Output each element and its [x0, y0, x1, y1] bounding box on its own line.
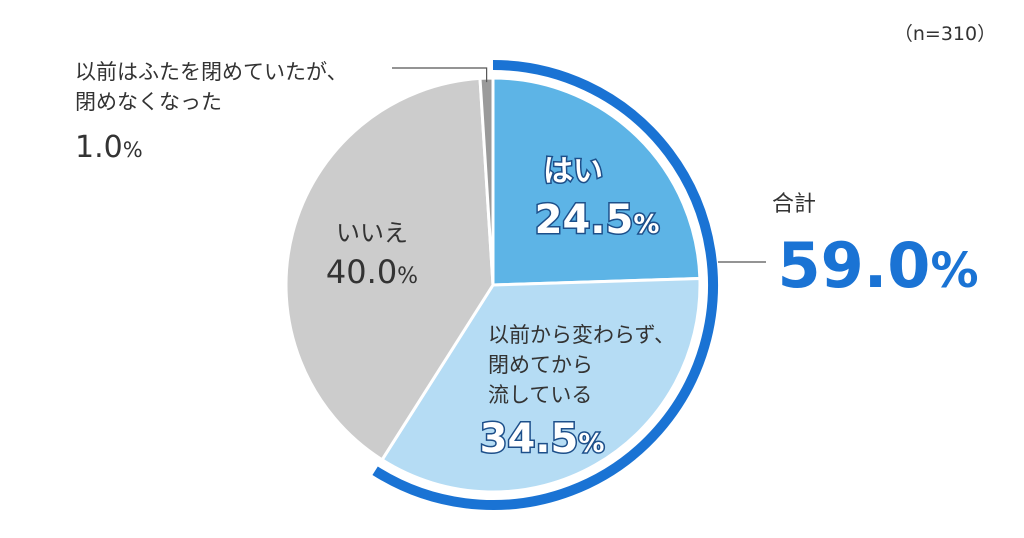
- leader-lines: [392, 67, 766, 263]
- slice-label-closed-before-line2: 閉めてから: [488, 353, 593, 377]
- total-value: 59.0%: [777, 229, 978, 302]
- slice-yes: [491, 76, 702, 287]
- slice-no: [284, 76, 495, 462]
- slice-closed-before: [380, 276, 702, 494]
- slice-label-closed-before-line1: 以前から変わらず、: [488, 323, 675, 347]
- total-highlight-ring: [372, 60, 718, 510]
- slice-label-stopped-closing-line2: 閉めなくなった: [75, 90, 222, 114]
- leader-line-stopped-closing: [392, 67, 488, 83]
- slice-value-closed-before: 34.5%: [480, 416, 605, 462]
- slice-label-closed-before: 以前から変わらず、 閉めてから 流している: [488, 323, 682, 407]
- slice-value-closed-before-sign: %: [578, 429, 604, 459]
- slice-value-closed-before-number: 34.5: [480, 416, 579, 462]
- slice-label-stopped-closing-line1: 以前はふたを閉めていたが、: [75, 60, 348, 84]
- slice-value-no-number: 40.0: [326, 253, 397, 291]
- slice-value-yes: 24.5%: [535, 197, 660, 243]
- slice-value-no: 40.0%: [326, 253, 418, 291]
- slice-value-stopped-closing-number: 1.0: [75, 130, 123, 165]
- slice-label-closed-before-line3: 流している: [488, 383, 592, 407]
- slice-value-stopped-closing-sign: %: [123, 138, 143, 162]
- sample-size-note: （n=310）: [894, 23, 996, 45]
- total-label: 合計: [772, 192, 816, 217]
- total-ring-arc: [372, 60, 718, 510]
- slice-value-yes-sign: %: [633, 210, 659, 240]
- slice-value-stopped-closing: 1.0%: [75, 130, 143, 165]
- pie-slices: [284, 76, 702, 494]
- slice-label-stopped-closing: 以前はふたを閉めていたが、 閉めなくなった: [75, 60, 354, 114]
- total-value-number: 59.0: [777, 229, 930, 302]
- slice-value-no-sign: %: [397, 264, 418, 289]
- slice-label-no: いいえ: [336, 219, 408, 247]
- slice-value-yes-number: 24.5: [535, 197, 634, 243]
- total-value-sign: %: [930, 243, 978, 299]
- slice-label-yes: はい: [543, 154, 603, 189]
